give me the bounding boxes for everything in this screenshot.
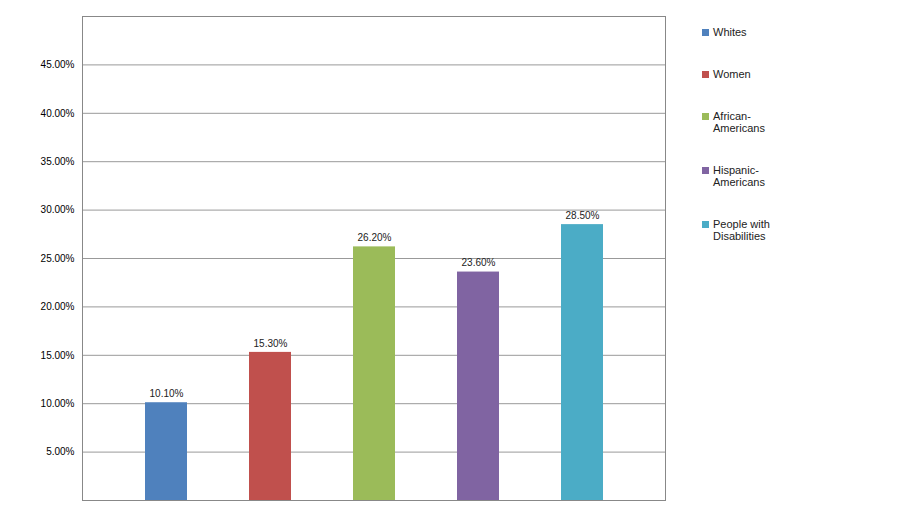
html-text:African-Americans: African-Americans	[713, 110, 765, 134]
svg-text:15.00%: 15.00%	[41, 350, 75, 361]
svg-text:5.00%: 5.00%	[46, 446, 74, 457]
svg-text:23.60%: 23.60%	[462, 257, 496, 268]
svg-text:15.30%: 15.30%	[254, 338, 288, 349]
html-text:Hispanic-Americans: Hispanic-Americans	[713, 164, 765, 188]
html-text:Whites: Whites	[713, 26, 747, 38]
svg-text:25.00%: 25.00%	[41, 253, 75, 264]
svg-text:20.00%: 20.00%	[41, 301, 75, 312]
svg-text:26.20%: 26.20%	[358, 232, 392, 243]
svg-text:10.00%: 10.00%	[41, 398, 75, 409]
svg-text:45.00%: 45.00%	[41, 59, 75, 70]
svg-text:30.00%: 30.00%	[41, 204, 75, 215]
svg-text:35.00%: 35.00%	[41, 156, 75, 167]
svg-text:10.10%: 10.10%	[150, 388, 184, 399]
svg-text:40.00%: 40.00%	[41, 108, 75, 119]
html-text:People with Disabilities: People with Disabilities	[713, 218, 770, 242]
html-text:Women: Women	[713, 68, 751, 80]
svg-text:28.50%: 28.50%	[566, 210, 600, 221]
